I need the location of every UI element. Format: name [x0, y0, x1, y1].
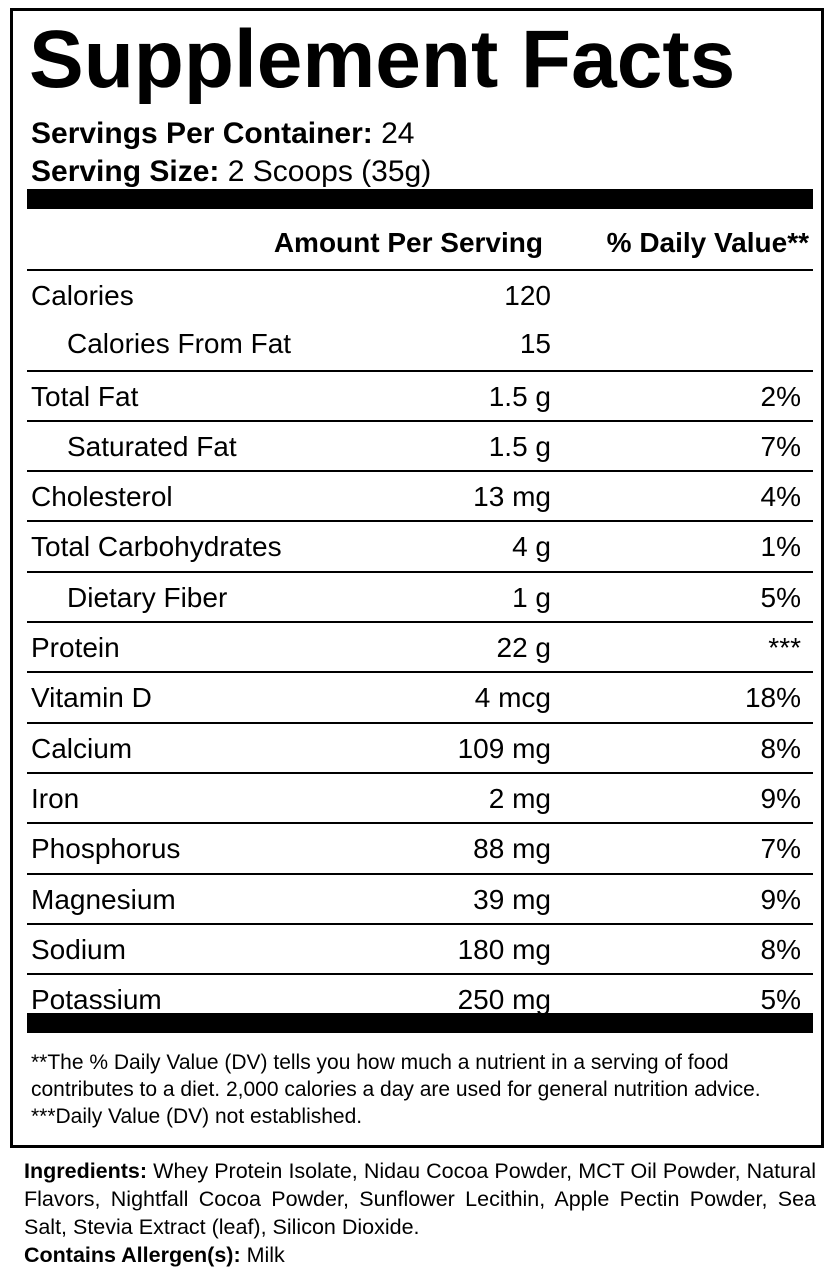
servings-value: 24 [381, 117, 415, 150]
nutrient-name: Protein [31, 632, 120, 664]
nutrient-name: Saturated Fat [67, 430, 237, 462]
nutrient-amount: 1.5 g [488, 430, 551, 462]
nutrient-dv: 8% [760, 732, 801, 764]
nutrient-row: Calories 120 [27, 269, 813, 319]
servings-label: Servings Per Container: [31, 117, 373, 150]
nutrient-amount: 39 mg [473, 883, 551, 915]
nutrient-row: Calcium 109 mg 8% [27, 721, 813, 772]
nutrient-amount: 13 mg [473, 481, 551, 513]
allergens-label: Contains Allergen(s): [24, 1243, 241, 1267]
nutrient-amount: 2 mg [488, 782, 551, 814]
thick-divider-bottom [27, 1013, 813, 1033]
nutrient-dv: 7% [760, 430, 801, 462]
nutrient-dv: 5% [760, 581, 801, 613]
nutrient-dv: *** [768, 632, 801, 664]
ingredients-text: Whey Protein Isolate, Nidau Cocoa Powder… [24, 1159, 816, 1239]
nutrient-name: Potassium [31, 984, 162, 1016]
nutrient-row: Magnesium 39 mg 9% [27, 872, 813, 923]
footnotes: **The % Daily Value (DV) tells you how m… [31, 1049, 821, 1130]
nutrient-name: Cholesterol [31, 481, 173, 513]
nutrient-amount: 120 [504, 280, 551, 311]
nutrient-dv: 7% [760, 833, 801, 865]
nutrient-row: Cholesterol 13 mg 4% [27, 470, 813, 520]
nutrient-row: Phosphorus 88 mg 7% [27, 822, 813, 872]
footnote-not-established: ***Daily Value (DV) not established. [31, 1105, 363, 1128]
serving-size: Serving Size: 2 Scoops (35g) [31, 155, 431, 189]
nutrient-dv: 18% [744, 682, 801, 714]
nutrient-row: Saturated Fat 1.5 g 7% [27, 419, 813, 470]
nutrient-row: Total Fat 1.5 g 2% [27, 369, 813, 420]
nutrient-table: Calories 120 Calories From Fat 15 Total Fat 1… [27, 269, 813, 1023]
serving-size-label: Serving Size: [31, 155, 220, 188]
nutrient-amount: 180 mg [457, 933, 551, 965]
thick-divider-top [27, 189, 813, 209]
nutrient-dv: 1% [760, 531, 801, 563]
nutrient-amount: 1.5 g [488, 380, 551, 412]
nutrient-dv: 9% [760, 883, 801, 915]
servings-per-container: Servings Per Container: 24 [31, 117, 414, 151]
nutrient-row: Total Carbohydrates 4 g 1% [27, 520, 813, 570]
nutrient-dv: 8% [760, 933, 801, 965]
nutrient-name: Calories From Fat [67, 328, 292, 360]
nutrient-amount: 4 mcg [474, 682, 551, 714]
footnote-dv: **The % Daily Value (DV) tells you how m… [31, 1051, 761, 1101]
nutrient-row: Protein 22 g *** [27, 621, 813, 671]
nutrient-name: Magnesium [31, 883, 176, 915]
nutrient-dv: 2% [760, 380, 801, 412]
nutrient-name: Calcium [31, 732, 133, 764]
nutrient-row: Potassium 250 mg 5% [27, 973, 813, 1023]
dv-header: % Daily Value** [606, 227, 809, 258]
panel-title: Supplement Facts [29, 14, 736, 105]
nutrient-amount: 109 mg [457, 732, 551, 764]
ingredients-label: Ingredients: [24, 1159, 148, 1183]
nutrient-dv: 4% [760, 481, 801, 513]
nutrient-amount: 250 mg [457, 984, 551, 1016]
amount-header: Amount Per Serving [273, 227, 543, 258]
nutrient-name: Dietary Fiber [67, 581, 228, 613]
ingredients: Ingredients: Whey Protein Isolate, Nidau… [24, 1157, 816, 1269]
nutrient-amount: 22 g [496, 632, 552, 664]
nutrient-row: Dietary Fiber 1 g 5% [27, 570, 813, 621]
supplement-facts-panel: Supplement Facts Servings Per Container:… [10, 8, 824, 1148]
nutrient-name: Total Fat [31, 380, 139, 412]
nutrient-name: Total Carbohydrates [31, 531, 282, 563]
nutrient-row: Iron 2 mg 9% [27, 771, 813, 822]
allergens-text: Milk [246, 1243, 285, 1267]
nutrient-dv: 9% [760, 782, 801, 814]
nutrient-amount: 4 g [512, 531, 551, 563]
nutrient-name: Vitamin D [31, 682, 152, 714]
nutrient-row: Sodium 180 mg 8% [27, 922, 813, 973]
nutrient-amount: 1 g [512, 581, 551, 613]
nutrient-name: Iron [31, 782, 80, 814]
nutrient-row: Vitamin D 4 mcg 18% [27, 671, 813, 721]
nutrient-name: Calories [31, 280, 134, 311]
nutrient-row: Calories From Fat 15 [27, 319, 813, 369]
nutrient-amount: 15 [519, 328, 551, 360]
nutrient-name: Phosphorus [31, 833, 181, 865]
nutrient-name: Sodium [31, 933, 126, 965]
nutrient-amount: 88 mg [473, 833, 551, 865]
serving-size-value: 2 Scoops (35g) [227, 155, 432, 188]
nutrient-dv: 5% [760, 984, 801, 1016]
